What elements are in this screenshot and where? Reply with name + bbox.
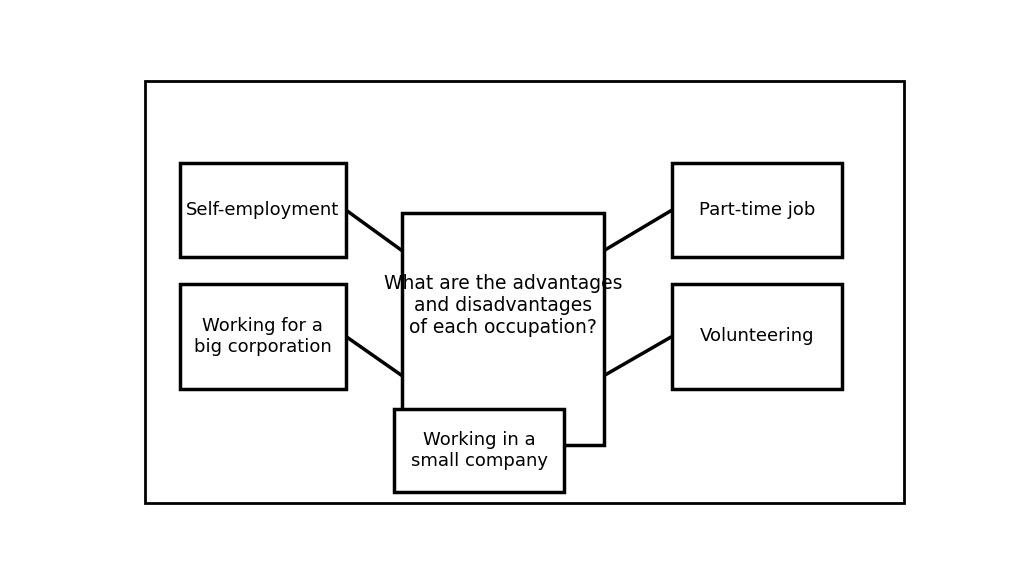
Text: Self-employment: Self-employment [186,201,340,219]
FancyBboxPatch shape [145,81,904,503]
FancyBboxPatch shape [672,164,842,257]
FancyBboxPatch shape [401,212,604,445]
FancyBboxPatch shape [672,284,842,389]
Text: Working in a
small company: Working in a small company [411,431,548,470]
Text: What are the advantages
and disadvantages
of each occupation?: What are the advantages and disadvantage… [384,274,623,337]
FancyBboxPatch shape [179,164,346,257]
Text: Part-time job: Part-time job [698,201,815,219]
Text: Working for a
big corporation: Working for a big corporation [194,317,332,356]
Text: Volunteering: Volunteering [699,328,814,346]
FancyBboxPatch shape [394,409,564,492]
FancyBboxPatch shape [179,284,346,389]
